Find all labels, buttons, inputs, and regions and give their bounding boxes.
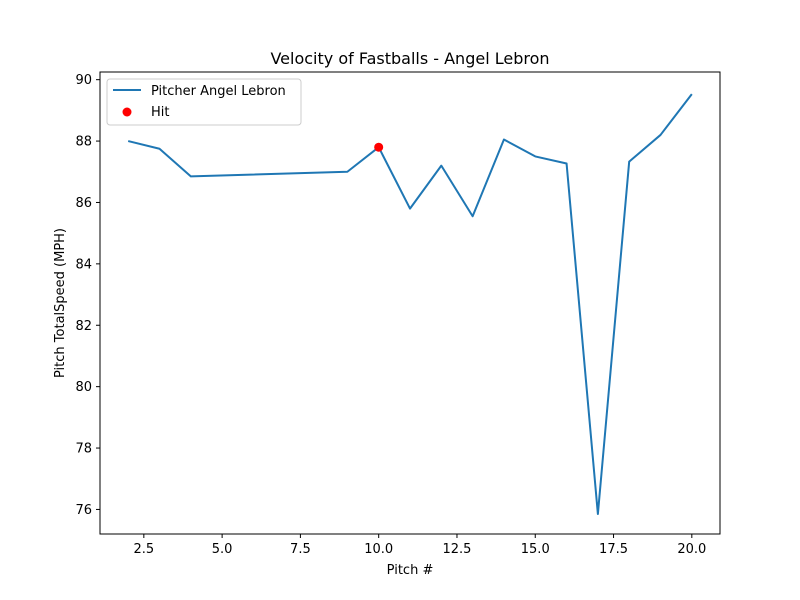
series-point [534,155,536,157]
series-point [597,513,599,515]
series-point [158,148,160,150]
series-point [691,93,693,95]
series-point [409,208,411,210]
series-point [346,171,348,173]
y-tick-label: 76 [75,503,92,518]
y-tick-label: 80 [75,380,92,395]
series-point [190,175,192,177]
x-axis: 2.5 5.0 7.5 10.0 12.5 15.0 17.5 20.0 [133,534,706,557]
series-point [566,162,568,164]
series-line [127,93,693,516]
series-point [127,140,129,142]
legend-dot-swatch [122,107,132,117]
x-tick-label: 7.5 [290,542,311,557]
plot-area [100,72,720,534]
chart-title: Velocity of Fastballs - Angel Lebron [270,49,549,68]
plot-frame [99,71,721,535]
series-point [503,139,505,141]
x-tick-label: 2.5 [133,542,154,557]
x-tick-label: 5.0 [212,542,233,557]
x-tick-label: 17.5 [599,542,628,557]
hit-marker [374,142,384,152]
y-tick-label: 90 [75,73,92,88]
y-tick-label: 78 [75,442,92,457]
x-axis-label: Pitch # [387,563,434,578]
y-axis: 76 78 80 82 84 86 88 90 [75,73,100,518]
y-tick-label: 84 [75,257,92,272]
x-tick-label: 10.0 [364,542,393,557]
legend-box [106,78,302,126]
y-axis-label: Pitch TotalSpeed (MPH) [53,228,68,378]
y-tick-label: 82 [75,319,92,334]
series-point [628,161,630,163]
highlight-layer [374,142,384,152]
legend-label-hit: Hit [151,105,169,120]
x-tick-label: 12.5 [442,542,471,557]
legend: Pitcher Angel Lebron Hit [106,78,302,126]
legend-label-series: Pitcher Angel Lebron [151,84,286,99]
series-layer [127,93,693,516]
y-tick-label: 86 [75,196,92,211]
x-tick-label: 20.0 [677,542,706,557]
x-tick-label: 15.0 [521,542,550,557]
series-point [660,134,662,136]
series-point [472,215,474,217]
series-point [440,165,442,167]
y-tick-label: 88 [75,135,92,150]
